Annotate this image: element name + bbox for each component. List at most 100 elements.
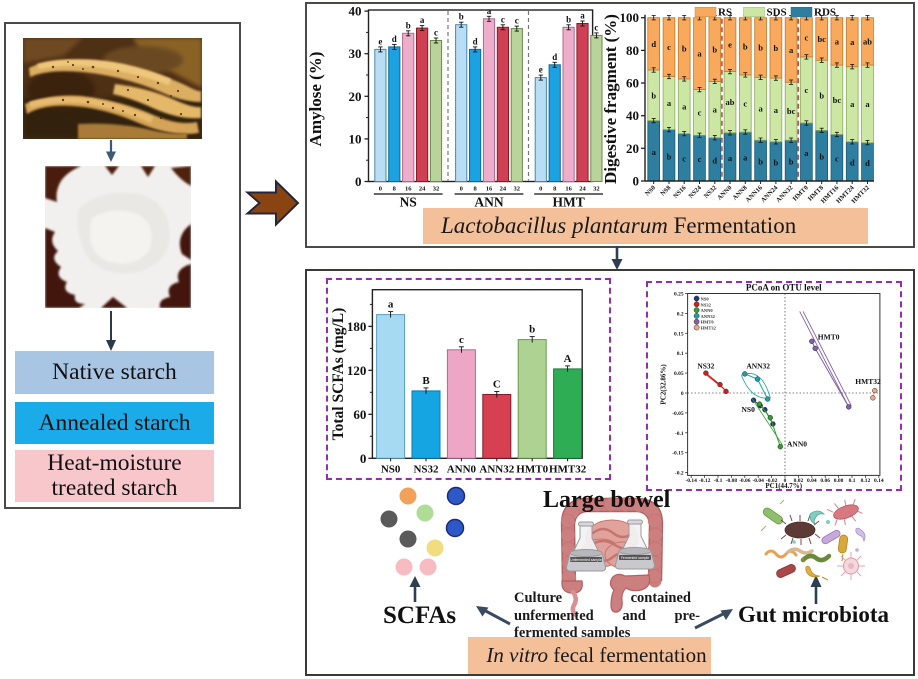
svg-text:0: 0 [355, 174, 362, 189]
svg-text:0.1: 0.1 [849, 478, 856, 484]
svg-text:a: a [804, 148, 809, 158]
svg-text:a: a [420, 15, 425, 25]
svg-text:c: c [501, 14, 505, 24]
svg-text:b: b [682, 43, 687, 53]
svg-text:0: 0 [360, 451, 367, 466]
svg-text:24: 24 [579, 186, 586, 193]
svg-text:0: 0 [379, 186, 382, 193]
svg-text:c: c [805, 32, 809, 42]
svg-text:ANN0: ANN0 [716, 184, 733, 201]
svg-text:40: 40 [349, 4, 362, 19]
svg-text:Unfermented sample: Unfermented sample [570, 558, 602, 562]
svg-text:20: 20 [349, 89, 362, 104]
svg-text:-0.04: -0.04 [752, 478, 764, 484]
svg-text:NS0: NS0 [742, 405, 756, 414]
svg-text:b: b [774, 43, 779, 53]
svg-text:d: d [651, 39, 656, 49]
svg-text:100: 100 [620, 10, 640, 25]
svg-text:HMT: HMT [552, 195, 584, 209]
svg-text:bc: bc [817, 34, 826, 44]
svg-text:0.06: 0.06 [820, 478, 830, 484]
svg-text:-0.1: -0.1 [714, 478, 723, 484]
svg-text:a: a [743, 153, 748, 163]
svg-text:b: b [758, 43, 763, 53]
svg-text:C: C [493, 379, 501, 391]
svg-text:16: 16 [405, 186, 412, 193]
svg-text:HMT0: HMT0 [516, 463, 548, 475]
svg-text:0.2: 0.2 [677, 311, 684, 317]
svg-text:-0.12: -0.12 [699, 478, 711, 484]
svg-text:HMT32: HMT32 [701, 326, 717, 331]
svg-text:ANN32: ANN32 [746, 361, 770, 370]
svg-text:60: 60 [353, 407, 366, 422]
svg-text:24: 24 [419, 186, 426, 193]
svg-text:ANN32: ANN32 [701, 314, 716, 319]
svg-text:24: 24 [500, 186, 507, 193]
svg-text:SDS: SDS [767, 7, 787, 19]
svg-text:a: a [713, 105, 718, 115]
svg-text:32: 32 [593, 186, 600, 193]
svg-text:a: a [580, 11, 585, 21]
svg-text:Fermented sample: Fermented sample [621, 556, 649, 560]
svg-text:8: 8 [393, 186, 397, 193]
svg-text:HMT0: HMT0 [818, 332, 840, 341]
svg-text:a: a [774, 105, 779, 115]
svg-text:b: b [529, 324, 535, 336]
svg-text:32: 32 [433, 186, 440, 193]
svg-text:HMT0: HMT0 [792, 184, 810, 202]
svg-text:30: 30 [349, 46, 362, 61]
svg-text:HMT32: HMT32 [549, 463, 587, 475]
svg-text:120: 120 [347, 363, 367, 378]
svg-text:32: 32 [514, 186, 521, 193]
svg-text:a: a [758, 104, 763, 114]
svg-text:e: e [378, 36, 382, 46]
svg-text:e: e [728, 40, 732, 50]
svg-text:20: 20 [626, 141, 639, 156]
svg-text:ANN: ANN [474, 195, 503, 209]
svg-text:c: c [805, 85, 809, 95]
svg-text:A: A [564, 353, 572, 365]
svg-text:d: d [850, 157, 855, 167]
svg-text:NS8: NS8 [659, 184, 673, 198]
svg-text:-0.2: -0.2 [675, 471, 684, 477]
svg-text:0: 0 [539, 186, 542, 193]
svg-text:RDS: RDS [814, 7, 836, 19]
svg-text:0: 0 [784, 478, 787, 484]
svg-text:c: c [682, 153, 686, 163]
svg-text:d: d [392, 34, 397, 44]
svg-text:b: b [819, 152, 824, 162]
svg-text:40: 40 [626, 108, 639, 123]
svg-text:a: a [728, 153, 733, 163]
svg-text:NS32: NS32 [413, 463, 439, 475]
svg-text:16: 16 [486, 186, 493, 193]
svg-text:180: 180 [347, 319, 367, 334]
svg-text:ANN32: ANN32 [479, 463, 514, 475]
svg-text:b: b [758, 157, 763, 167]
svg-text:NS24: NS24 [687, 184, 703, 200]
svg-text:Total SCFAs (mg/L): Total SCFAs (mg/L) [330, 308, 347, 441]
svg-text:a: a [388, 299, 394, 311]
svg-text:PCoA on OTU level: PCoA on OTU level [746, 283, 822, 293]
svg-text:c: c [434, 28, 438, 38]
svg-text:PC2(32.86%): PC2(32.86%) [660, 364, 668, 405]
svg-text:NS: NS [400, 195, 417, 209]
svg-text:b: b [459, 12, 464, 22]
svg-text:-0.08: -0.08 [726, 478, 738, 484]
svg-text:0.15: 0.15 [674, 331, 684, 337]
svg-text:0.05: 0.05 [674, 371, 684, 377]
svg-text:b: b [406, 20, 411, 30]
svg-text:d: d [552, 52, 557, 62]
svg-text:a: a [667, 98, 672, 108]
svg-text:b: b [743, 41, 748, 51]
svg-text:NS32: NS32 [697, 361, 714, 370]
svg-text:0: 0 [460, 186, 463, 193]
svg-text:-0.06: -0.06 [739, 478, 751, 484]
svg-text:0.25: 0.25 [674, 292, 684, 298]
svg-text:d: d [865, 158, 870, 168]
svg-text:60: 60 [626, 76, 639, 91]
svg-text:b: b [566, 14, 571, 24]
svg-text:Amylose (%): Amylose (%) [307, 52, 325, 147]
svg-text:c: c [743, 98, 747, 108]
svg-text:c: c [667, 42, 671, 52]
svg-text:NS0: NS0 [381, 463, 401, 475]
